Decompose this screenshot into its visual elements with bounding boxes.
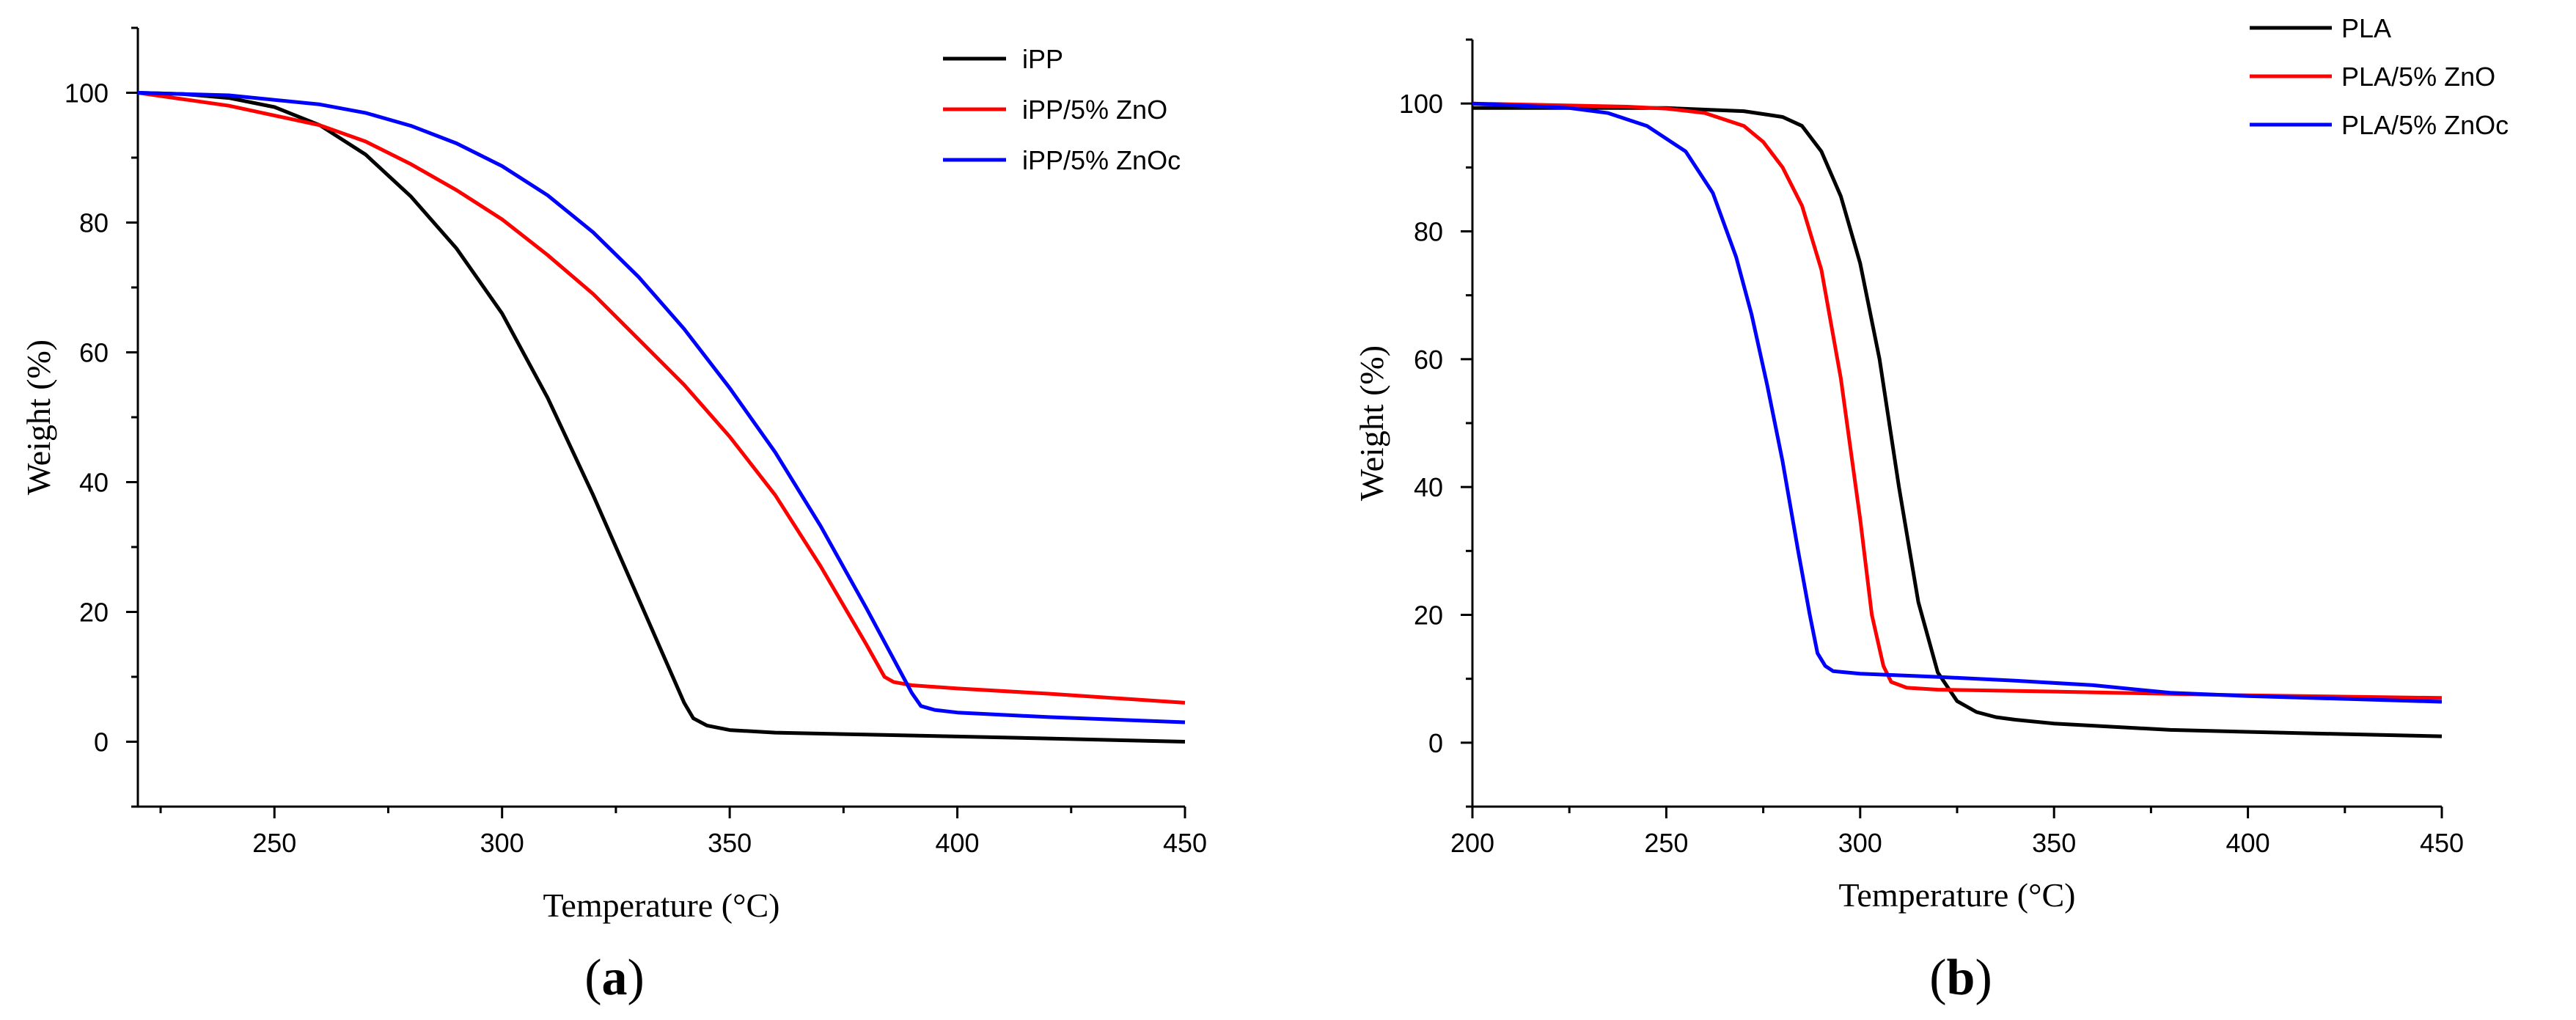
x-tick-label: 250	[1644, 828, 1688, 858]
x-tick-label: 400	[936, 828, 980, 858]
legend-label-pla-5-znoc: PLA/5% ZnOc	[2341, 110, 2509, 140]
y-tick-label: 80	[79, 208, 109, 238]
legend-label-ipp-5-znoc: iPP/5% ZnOc	[1022, 145, 1181, 175]
y-tick-label: 100	[1399, 89, 1443, 119]
x-axis-title: Temperature (°C)	[1839, 876, 2076, 914]
panel-label-open: (	[584, 950, 601, 1006]
series-line-ipp-5-znoc	[137, 91, 1186, 724]
y-tick-label: 60	[1414, 345, 1443, 375]
panel-a-chart: 250 300 350 400 450 0 20 40 60 80 100 Temperature (…	[20, 26, 1207, 1006]
y-tick-label: 0	[1428, 728, 1443, 758]
panel-b-chart: 200 250 300 350 400 450 0 20 40 60 80 100 Temperatur…	[1353, 13, 2509, 1006]
legend-label-pla-5-zno: PLA/5% ZnO	[2341, 62, 2495, 92]
panel-label: (b)	[1929, 950, 1992, 1006]
legend: iPP iPP/5% ZnO iPP/5% ZnOc	[943, 44, 1181, 175]
x-tick-label: 350	[708, 828, 752, 858]
legend-label-ipp-5-zno: iPP/5% ZnO	[1022, 95, 1167, 125]
y-axis-title: Weight (%)	[20, 340, 57, 495]
series-line-ipp	[137, 91, 1186, 744]
y-tick-label: 40	[79, 468, 109, 498]
legend: PLA PLA/5% ZnO PLA/5% ZnOc	[2250, 13, 2509, 140]
y-tick-label: 40	[1414, 472, 1443, 502]
y-tick-label: 0	[94, 727, 109, 757]
panel-label-open: (	[1929, 950, 1946, 1006]
x-tick-label: 400	[2226, 828, 2270, 858]
panel-label-letter: a	[602, 950, 628, 1006]
y-tick-label: 60	[79, 338, 109, 368]
y-tick-label: 20	[1414, 601, 1443, 631]
x-tick-label: 450	[1163, 828, 1207, 858]
x-tick-label: 300	[1838, 828, 1882, 858]
y-axis-title: Weight (%)	[1353, 345, 1390, 501]
series-line-pla-5-znoc	[1472, 101, 2443, 704]
series-line-pla	[1472, 106, 2443, 738]
x-tick-label: 200	[1450, 828, 1494, 858]
panel-label: (a)	[584, 950, 645, 1006]
legend-label-ipp: iPP	[1022, 44, 1063, 74]
y-tick-label: 20	[79, 598, 109, 628]
x-tick-label: 250	[252, 828, 296, 858]
series-line-ipp-5-zno	[137, 91, 1186, 705]
x-tick-label: 450	[2420, 828, 2464, 858]
y-tick-label: 100	[65, 78, 109, 109]
x-tick-label: 350	[2032, 828, 2076, 858]
legend-label-pla: PLA	[2341, 13, 2391, 43]
x-tick-label: 300	[480, 828, 524, 858]
x-axis-title: Temperature (°C)	[543, 887, 780, 924]
series-line-pla-5-zno	[1472, 101, 2443, 700]
panel-label-close: )	[628, 950, 645, 1006]
panel-label-close: )	[1975, 950, 1992, 1006]
panel-label-letter: b	[1947, 950, 1975, 1006]
y-tick-label: 80	[1414, 217, 1443, 247]
